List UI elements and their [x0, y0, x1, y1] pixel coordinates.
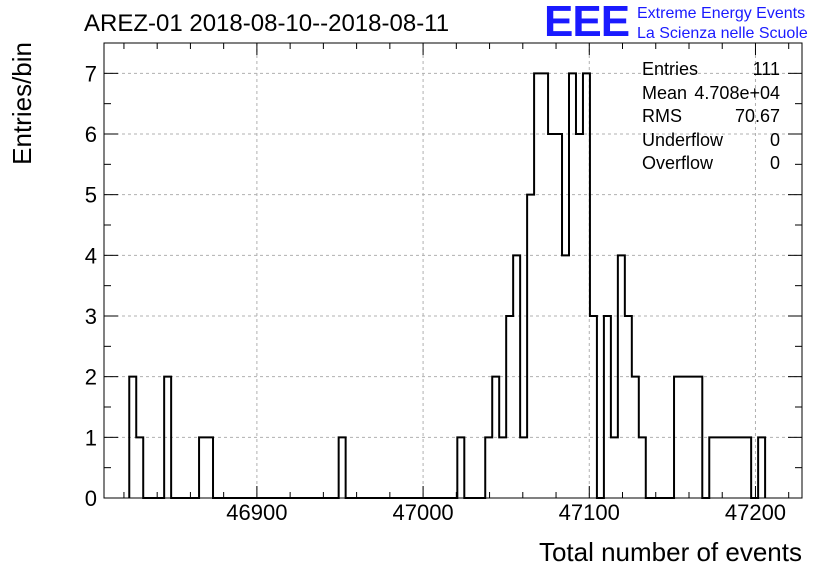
- histogram-bin: [709, 437, 751, 498]
- y-tick-label: 4: [85, 243, 97, 268]
- histogram-bin: [569, 73, 576, 498]
- stat-label: RMS: [642, 106, 682, 126]
- logo-line-1: Extreme Energy Events: [637, 5, 806, 22]
- y-tick-label: 7: [85, 61, 97, 86]
- y-axis-label: Entries/bin: [7, 42, 37, 165]
- histogram-bin: [527, 195, 534, 498]
- plot-frame: [103, 42, 803, 499]
- stat-row-entries: Entries 111: [642, 59, 780, 83]
- stat-value: 4.708e+04: [694, 82, 780, 103]
- eee-logo-mark: EEE: [544, 0, 630, 46]
- stat-value: 0: [769, 129, 780, 150]
- histogram-bin: [604, 316, 611, 498]
- stat-row-underflow: Underflow 0: [642, 130, 780, 154]
- histogram-bin: [534, 73, 541, 498]
- histogram-bin: [457, 437, 464, 498]
- logo-line-2: La Scienza nelle Scuole: [637, 25, 808, 42]
- histogram-bin: [625, 316, 632, 498]
- y-tick-label: 2: [85, 365, 97, 390]
- stat-label: Mean: [642, 82, 688, 103]
- histogram-bin: [485, 437, 492, 498]
- stat-label: Entries: [642, 59, 699, 79]
- histogram-bin: [758, 437, 765, 498]
- histogram-bin: [506, 316, 513, 498]
- stat-row-overflow: Overflow 0: [642, 153, 780, 177]
- stat-label: Underflow: [642, 129, 724, 150]
- x-axis-label: Total number of events: [539, 537, 802, 567]
- x-tick-label: 47000: [392, 500, 453, 525]
- y-tick-label: 1: [85, 425, 97, 450]
- y-tick-label: 3: [85, 304, 97, 329]
- x-tick-label: 47100: [559, 500, 620, 525]
- stat-value: 111: [752, 59, 780, 79]
- stat-label: Overflow: [642, 153, 714, 173]
- stat-value: 0: [769, 153, 780, 173]
- histogram-bin: [611, 437, 618, 498]
- y-tick-label: 5: [85, 183, 97, 208]
- histogram-bin: [499, 437, 506, 498]
- y-tick-label: 0: [85, 486, 97, 511]
- stat-value: 70.67: [734, 106, 780, 126]
- histogram-bin: [520, 437, 527, 498]
- histogram-bin: [639, 437, 646, 498]
- stat-row-mean: Mean 4.708e+04: [642, 83, 780, 107]
- y-tick-label: 6: [85, 122, 97, 147]
- x-tick-label: 47200: [725, 500, 786, 525]
- eee-logo: EEE Extreme Energy Events La Scienza nel…: [544, 0, 836, 46]
- stat-row-rms: RMS 70.67: [642, 106, 780, 130]
- stats-box: Entries 111 Mean 4.708e+04 RMS 70.67 Und…: [642, 59, 780, 177]
- chart-title: AREZ-01 2018-08-10--2018-08-11: [84, 10, 450, 37]
- histogram-bin: [136, 437, 143, 498]
- histogram-bin: [590, 316, 597, 498]
- histogram-bin: [199, 437, 213, 498]
- x-tick-label: 46900: [226, 500, 287, 525]
- histogram-bin: [339, 437, 346, 498]
- histogram-bin: [541, 73, 548, 498]
